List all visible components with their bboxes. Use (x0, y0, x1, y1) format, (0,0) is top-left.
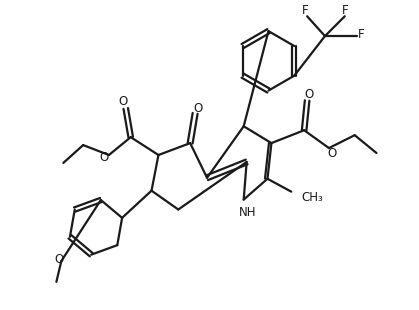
Text: F: F (302, 4, 308, 17)
Text: NH: NH (239, 206, 256, 219)
Text: F: F (341, 4, 348, 17)
Text: O: O (194, 102, 203, 115)
Text: CH₃: CH₃ (301, 191, 323, 204)
Text: O: O (118, 95, 127, 108)
Text: O: O (305, 88, 314, 101)
Text: O: O (55, 253, 64, 266)
Text: O: O (99, 152, 109, 165)
Text: F: F (358, 28, 365, 41)
Text: O: O (327, 147, 336, 160)
